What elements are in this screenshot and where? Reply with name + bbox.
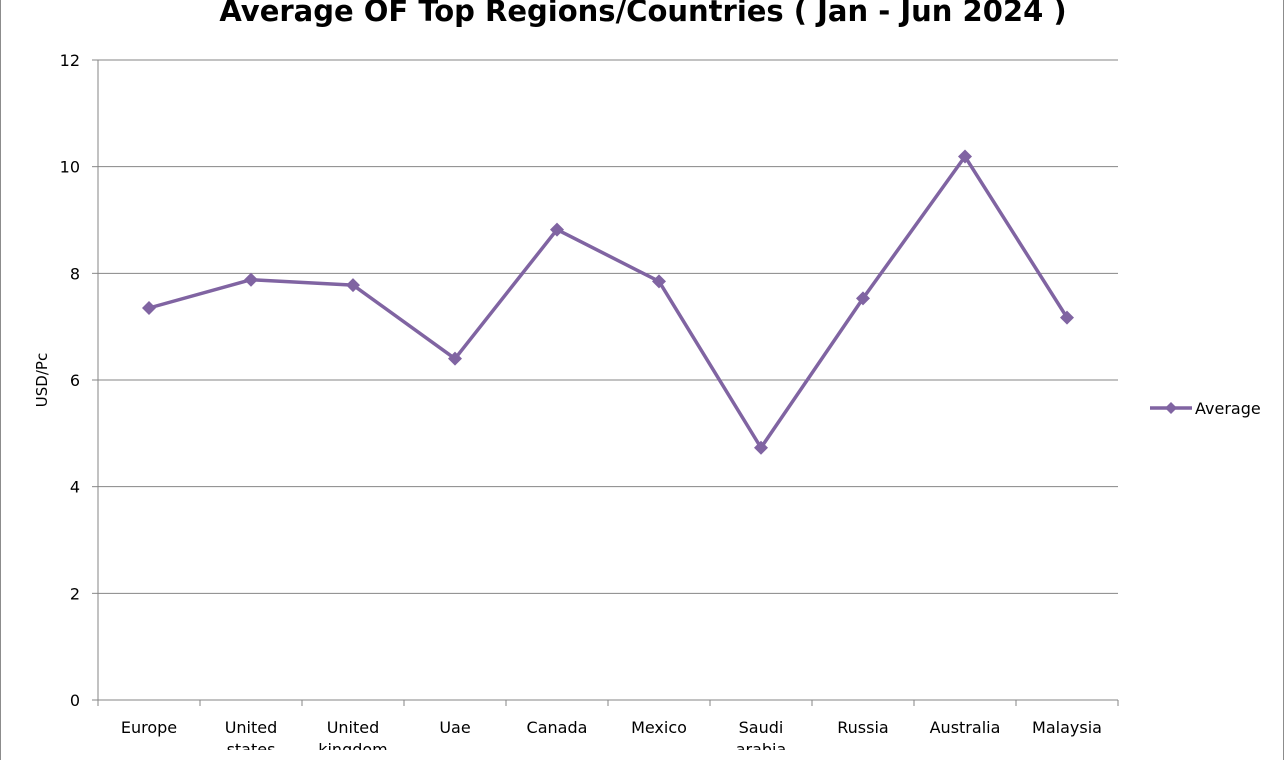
y-tick-label: 8 [70, 264, 80, 283]
y-tick-label: 0 [70, 691, 80, 710]
series-line [148, 154, 1069, 450]
data-point-marker [856, 291, 870, 306]
y-tick-label: 4 [70, 478, 80, 497]
x-tick-label: Europe [121, 718, 177, 737]
y-tick-labels: 0 2 4 6 8 10 12 [60, 51, 80, 710]
data-point-marker [958, 149, 972, 164]
data-point-marker [142, 301, 156, 315]
data-point-marker [550, 222, 564, 237]
x-tick-label: United states [225, 718, 278, 750]
x-tick-label: Canada [527, 718, 588, 737]
x-tick-label: United kingdom [318, 718, 388, 750]
data-point-marker [652, 274, 666, 289]
y-tick-label: 6 [70, 371, 80, 390]
y-tick-label: 10 [60, 158, 80, 177]
y-axis-label: USD/Pc [33, 353, 51, 407]
data-point-marker [1060, 310, 1074, 325]
axes [92, 59, 1119, 706]
x-tick-label: Australia [930, 718, 1001, 737]
x-tick-label: Malaysia [1032, 718, 1102, 737]
gridlines [98, 59, 1118, 594]
legend-label: Average [1195, 399, 1261, 418]
data-point-marker [244, 272, 258, 287]
data-point-marker [754, 440, 768, 455]
data-point-marker [448, 351, 462, 366]
x-tick-label: Mexico [631, 718, 687, 737]
x-tick-label: Russia [837, 718, 888, 737]
legend-marker [1165, 402, 1177, 414]
data-point-marker [346, 278, 360, 293]
y-tick-label: 12 [60, 51, 80, 70]
x-tick-label: Saudi arabia [736, 718, 787, 750]
y-tick-label: 2 [70, 584, 80, 603]
x-tick-labels: Europe United states United kingdom Uae Canada… [121, 718, 1102, 750]
x-tick-label: Uae [439, 718, 470, 737]
series-group [142, 149, 1074, 455]
chart-title: Average OF Top Regions/Countries ( Jan -… [219, 0, 1067, 28]
legend: Average [1150, 399, 1261, 418]
